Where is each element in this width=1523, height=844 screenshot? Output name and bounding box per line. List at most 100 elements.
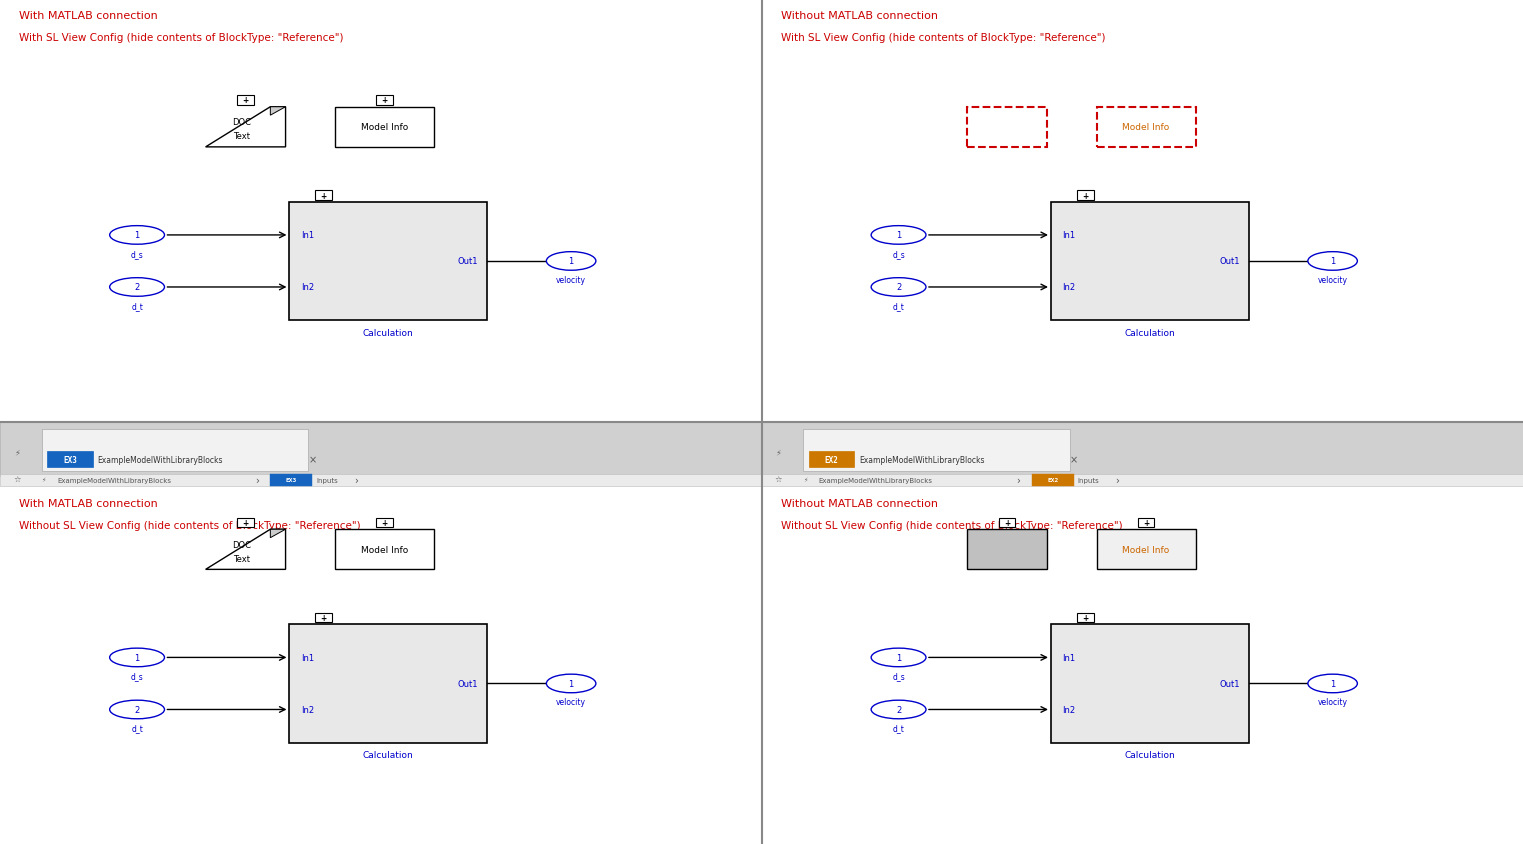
Text: ☆: ☆ [775,476,781,484]
Text: In2: In2 [302,705,314,714]
Text: +: + [381,518,388,528]
Text: ⚡: ⚡ [43,478,46,483]
FancyBboxPatch shape [47,452,93,468]
Text: In1: In1 [1063,231,1075,241]
Text: ☆: ☆ [14,476,20,484]
FancyBboxPatch shape [376,96,393,106]
Polygon shape [206,107,285,148]
Text: Model Info: Model Info [1122,123,1170,133]
Text: +: + [1081,192,1089,200]
Text: With SL View Config (hide contents of BlockType: "Reference"): With SL View Config (hide contents of Bl… [780,32,1106,42]
Text: In2: In2 [1063,705,1075,714]
FancyBboxPatch shape [1051,203,1249,321]
FancyBboxPatch shape [967,107,1046,148]
FancyBboxPatch shape [1077,192,1094,200]
Text: Out1: Out1 [1220,257,1240,266]
FancyBboxPatch shape [999,518,1016,528]
Text: velocity: velocity [1317,275,1348,284]
Text: DOC: DOC [233,118,251,127]
Text: ExampleModelWithLibraryBlocks: ExampleModelWithLibraryBlocks [58,477,171,484]
Text: 2: 2 [896,705,902,714]
Text: Inputs: Inputs [317,477,338,484]
Text: d_s: d_s [892,672,905,680]
FancyBboxPatch shape [289,203,487,321]
Text: 1: 1 [1330,679,1336,688]
FancyBboxPatch shape [238,96,254,106]
Ellipse shape [110,279,164,297]
Text: ×: × [308,455,317,464]
Text: Model Info: Model Info [1122,545,1170,555]
Text: +: + [320,614,327,622]
FancyBboxPatch shape [238,518,254,528]
FancyBboxPatch shape [315,192,332,200]
Ellipse shape [871,648,926,667]
Ellipse shape [547,252,595,271]
FancyBboxPatch shape [1138,518,1154,528]
Text: Calculation: Calculation [362,750,414,760]
Ellipse shape [110,226,164,245]
FancyBboxPatch shape [809,452,854,468]
Text: In1: In1 [302,653,314,663]
FancyBboxPatch shape [1077,613,1094,623]
Ellipse shape [1308,252,1357,271]
Text: Calculation: Calculation [362,328,414,338]
Text: Text: Text [233,554,250,563]
FancyBboxPatch shape [1031,474,1074,486]
Ellipse shape [110,648,164,667]
Text: ExampleModelWithLibraryBlocks: ExampleModelWithLibraryBlocks [97,455,222,464]
Text: +: + [1081,614,1089,622]
Text: ExampleModelWithLibraryBlocks: ExampleModelWithLibraryBlocks [859,455,984,464]
FancyBboxPatch shape [43,430,308,472]
FancyBboxPatch shape [804,430,1069,472]
Text: ›: › [1016,475,1020,485]
Text: Without MATLAB connection: Without MATLAB connection [780,498,938,508]
Text: Without MATLAB connection: Without MATLAB connection [780,10,938,20]
Text: Calculation: Calculation [1124,750,1176,760]
Text: +: + [242,96,248,106]
Text: ⚡: ⚡ [775,448,781,457]
Text: ⚡: ⚡ [804,478,807,483]
Text: With MATLAB connection: With MATLAB connection [18,498,158,508]
Text: ⚡: ⚡ [14,448,20,457]
Text: velocity: velocity [556,697,586,706]
Text: d_s: d_s [131,250,143,258]
Text: Out1: Out1 [1220,679,1240,688]
Text: DOC: DOC [233,540,251,549]
Text: In2: In2 [1063,283,1075,292]
Text: velocity: velocity [556,275,586,284]
Text: In1: In1 [302,231,314,241]
FancyBboxPatch shape [335,107,434,148]
Text: ›: › [256,475,259,485]
Text: Model Info: Model Info [361,123,408,133]
Text: +: + [381,96,388,106]
Text: ›: › [355,475,358,485]
Text: d_t: d_t [131,301,143,311]
Ellipse shape [547,674,595,693]
Text: 1: 1 [568,679,574,688]
Polygon shape [206,530,285,570]
Text: 1: 1 [134,653,140,663]
Text: Model Info: Model Info [361,545,408,555]
FancyBboxPatch shape [335,530,434,570]
Text: d_s: d_s [131,672,143,680]
FancyBboxPatch shape [762,474,1523,486]
FancyBboxPatch shape [967,530,1046,570]
FancyBboxPatch shape [289,625,487,743]
FancyBboxPatch shape [1097,107,1196,148]
Text: Text: Text [233,132,250,141]
Text: 1: 1 [896,231,902,241]
FancyBboxPatch shape [1097,530,1196,570]
Text: d_t: d_t [892,723,905,733]
FancyBboxPatch shape [1051,625,1249,743]
Text: In1: In1 [1063,653,1075,663]
Ellipse shape [1308,674,1357,693]
FancyBboxPatch shape [376,518,393,528]
Text: velocity: velocity [1317,697,1348,706]
Text: 2: 2 [896,283,902,292]
Text: Without SL View Config (hide contents of BlockType: "Reference"): Without SL View Config (hide contents of… [18,520,361,530]
Text: 1: 1 [568,257,574,266]
Ellipse shape [871,701,926,719]
Text: Without SL View Config (hide contents of BlockType: "Reference"): Without SL View Config (hide contents of… [780,520,1122,530]
FancyBboxPatch shape [0,422,762,476]
Text: EX3: EX3 [62,455,78,464]
